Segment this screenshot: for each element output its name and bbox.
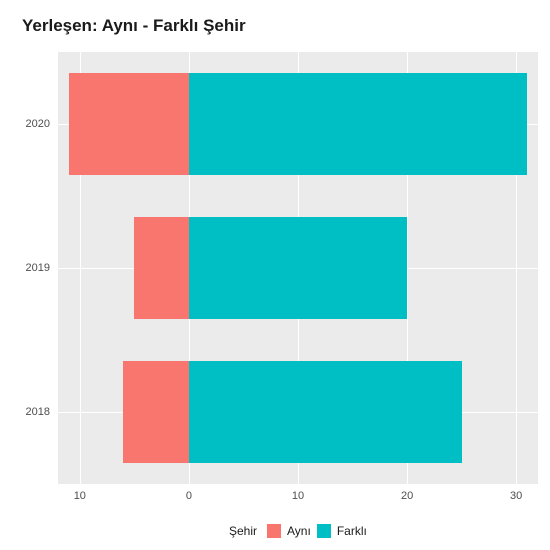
- x-tick-label: 30: [510, 490, 522, 502]
- swatch-ayni: [267, 524, 281, 538]
- bar-right: [189, 217, 407, 319]
- x-tick-label: 0: [186, 490, 192, 502]
- y-tick-label: 2020: [10, 118, 50, 130]
- chart-title: Yerleşen: Aynı - Farklı Şehir: [22, 16, 246, 36]
- y-tick-label: 2018: [10, 406, 50, 418]
- legend-label-farkli: Farklı: [337, 524, 367, 538]
- legend: Şehir Aynı Farklı: [229, 524, 367, 538]
- bar-left: [69, 73, 189, 175]
- plot-area: [58, 52, 538, 484]
- x-tick-label: 10: [292, 490, 304, 502]
- x-tick-label: 20: [401, 490, 413, 502]
- legend-label-ayni: Aynı: [287, 524, 311, 538]
- bar-right: [189, 73, 527, 175]
- swatch-farkli: [317, 524, 331, 538]
- bar-left: [134, 217, 189, 319]
- legend-title: Şehir: [229, 524, 257, 538]
- y-tick-label: 2019: [10, 262, 50, 274]
- x-tick-label: 10: [74, 490, 86, 502]
- bar-left: [123, 361, 188, 463]
- bar-right: [189, 361, 462, 463]
